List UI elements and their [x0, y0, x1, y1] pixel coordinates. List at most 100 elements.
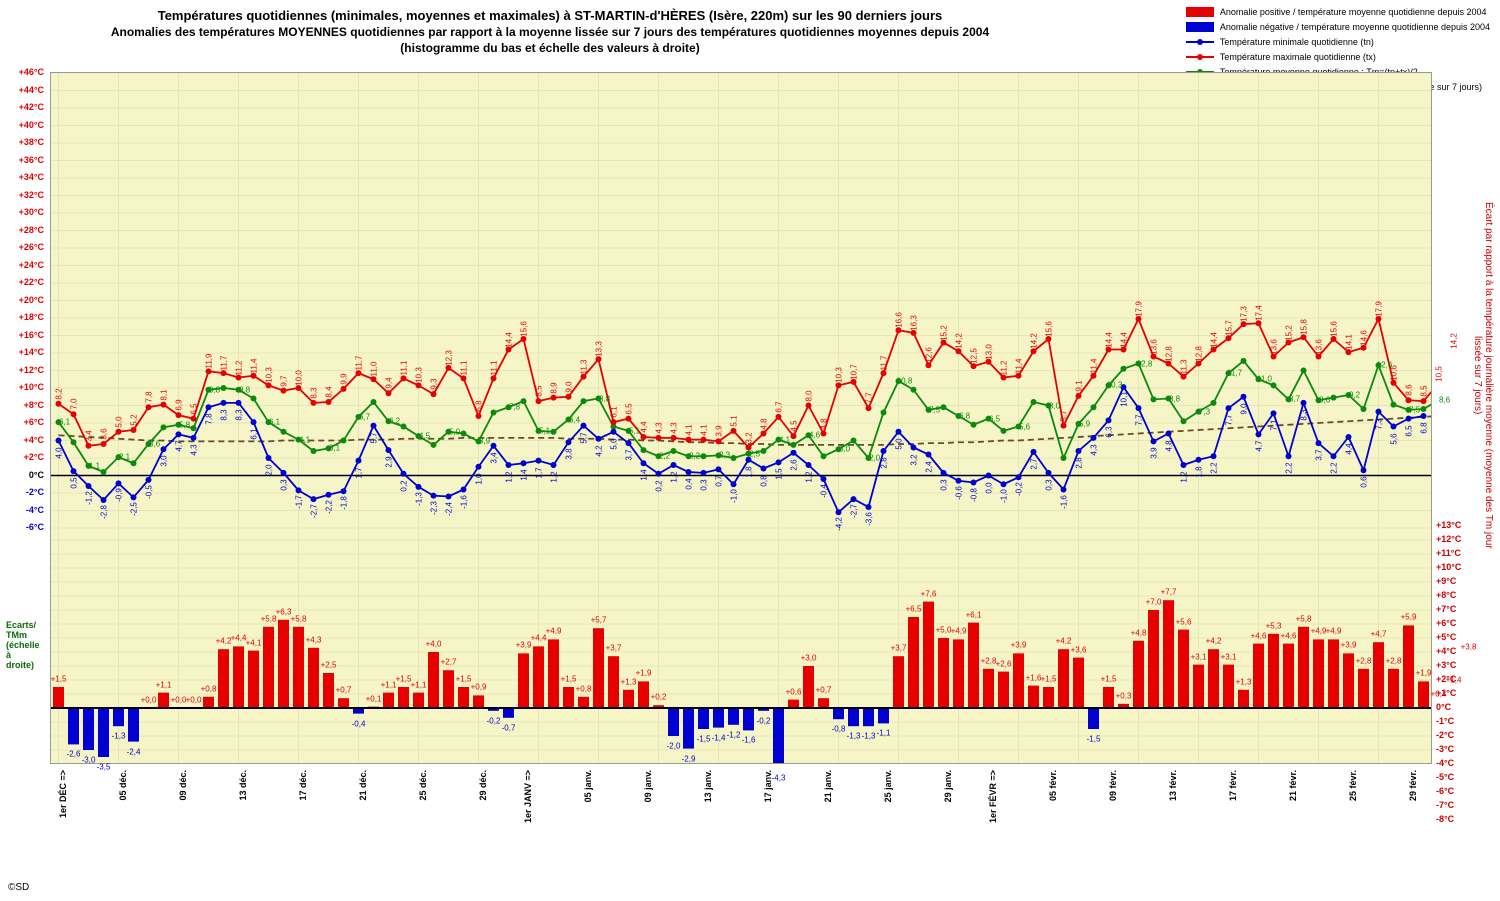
value-label: 11,0 — [369, 362, 378, 377]
value-label: 6,2 — [389, 417, 400, 426]
value-label: +3,9 — [1341, 641, 1357, 650]
y-right-tick: +5°C — [1436, 632, 1456, 642]
x-tick-label: 29 févr. — [1408, 770, 1418, 801]
value-label: 4,3 — [654, 422, 663, 433]
y-left-tick: +46°C — [19, 67, 44, 77]
value-label: 4,6 — [809, 431, 820, 440]
value-label: 8,3 — [219, 409, 228, 420]
value-label: 13,6 — [1269, 339, 1278, 355]
value-label: +5,8 — [1296, 614, 1312, 623]
anomaly-bar — [1373, 642, 1384, 708]
value-label: 2,9 — [384, 457, 393, 468]
value-label: -2,7 — [849, 504, 858, 518]
value-label: +2,8 — [1386, 656, 1402, 665]
x-tick-label: 25 déc. — [418, 770, 428, 801]
value-label: +1,1 — [411, 680, 427, 689]
value-label: -2,9 — [682, 754, 696, 763]
value-label: 2,6 — [789, 459, 798, 470]
value-label: +0,9 — [471, 683, 487, 692]
value-label: +5,9 — [1401, 613, 1417, 622]
value-label: 1,0 — [474, 473, 483, 484]
anomaly-bar — [623, 690, 634, 708]
y-right-tick: +13°C — [1436, 520, 1461, 530]
anomaly-bar — [1343, 653, 1354, 708]
value-label: +3,9 — [516, 641, 532, 650]
value-label: 3,0 — [159, 456, 168, 467]
value-label: +1,9 — [636, 669, 652, 678]
legend-item: Température minimale quotidienne (tn) — [1186, 35, 1490, 49]
value-label: 0,2 — [654, 480, 663, 491]
x-tick-label: 25 janv. — [883, 770, 893, 802]
value-label: 9,3 — [429, 379, 438, 390]
value-label: 0,0 — [984, 482, 993, 493]
y-left-tick: +42°C — [19, 102, 44, 112]
value-label: 4,7 — [1254, 441, 1263, 452]
y-left-tick: +16°C — [19, 330, 44, 340]
value-label: +0,6 — [786, 687, 802, 696]
value-label: 4,5 — [789, 421, 798, 432]
anomaly-bar — [593, 628, 604, 708]
value-label: 11,1 — [399, 361, 408, 376]
value-label: +1,9 — [1416, 669, 1432, 678]
value-label: 11,0 — [1257, 375, 1272, 384]
value-label: 4,3 — [1089, 444, 1098, 455]
anomaly-bar — [203, 697, 214, 708]
value-label: 1,7 — [354, 467, 363, 478]
value-label: -2,3 — [429, 501, 438, 515]
value-label: +4,9 — [1326, 627, 1342, 636]
value-label: 12,8 — [1164, 346, 1173, 362]
value-label: 8,0 — [804, 390, 813, 401]
anomaly-bar — [1403, 625, 1414, 708]
anomaly-bar — [893, 656, 904, 708]
anomaly-bar — [68, 708, 79, 744]
value-label: 8,8 — [599, 394, 610, 403]
anomaly-bar — [1163, 600, 1174, 708]
value-label: +4,2 — [1056, 637, 1072, 646]
value-label: 0,3 — [939, 479, 948, 490]
anomaly-bar — [518, 653, 529, 708]
anomaly-bar — [443, 670, 454, 708]
value-label: 3,4 — [489, 452, 498, 463]
anomaly-bar — [578, 697, 589, 708]
anomaly-bar — [833, 708, 844, 719]
value-label: 13,0 — [984, 344, 993, 360]
value-label: 6,9 — [174, 400, 183, 411]
value-label: -2,2 — [324, 500, 333, 514]
value-label: 2,0 — [264, 464, 273, 475]
value-label: 5,0 — [609, 438, 618, 449]
value-label: -0,4 — [352, 719, 366, 728]
value-label: +4,8 — [1131, 628, 1147, 637]
value-label: 8,3 — [1299, 409, 1308, 420]
anomaly-bar — [158, 693, 169, 708]
anomaly-bar — [848, 708, 859, 726]
value-label: +1,1 — [156, 680, 172, 689]
value-label: 5,8 — [179, 420, 190, 429]
value-label: 2,3 — [719, 451, 730, 460]
anomaly-bar — [323, 673, 334, 708]
value-label: -0,5 — [144, 485, 153, 499]
value-label: 1,5 — [774, 469, 783, 480]
value-label: 9,0 — [564, 381, 573, 392]
value-label: 11,4 — [249, 358, 258, 373]
x-tick-label: 21 janv. — [823, 770, 833, 802]
value-label: +3,8 — [1461, 642, 1477, 651]
anomaly-bar — [1298, 627, 1309, 708]
value-label: -2,7 — [309, 504, 318, 518]
value-label: 4,4 — [639, 421, 648, 432]
x-tick-label: 09 févr. — [1108, 770, 1118, 801]
value-label: +0,7 — [336, 686, 352, 695]
chart-container: { "titles": { "main": "Températures quot… — [0, 0, 1500, 901]
value-label: 14,2 — [1449, 333, 1458, 349]
anomaly-bar — [938, 638, 949, 708]
x-tick-label: 05 déc. — [118, 770, 128, 801]
anomaly-bar — [233, 646, 244, 708]
value-label: 14,4 — [504, 332, 513, 348]
value-label: -1,6 — [459, 495, 468, 509]
anomaly-bar — [743, 708, 754, 730]
value-label: 5,9 — [1079, 419, 1090, 428]
value-label: +2,8 — [981, 656, 997, 665]
anomaly-bar — [1328, 639, 1339, 708]
y-left-tick: +10°C — [19, 382, 44, 392]
value-label: 0,8 — [759, 475, 768, 486]
value-label: 10,3 — [1107, 381, 1123, 390]
